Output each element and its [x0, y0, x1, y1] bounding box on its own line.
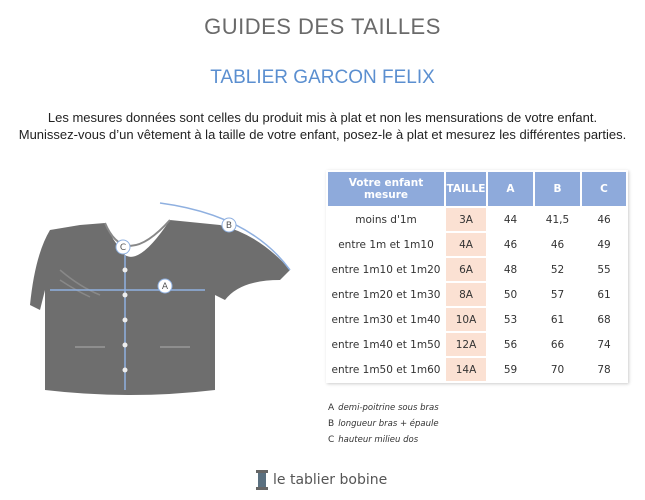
a-cell: 59	[503, 363, 518, 376]
c-cell: 68	[597, 313, 611, 326]
a-cell: 46	[503, 238, 518, 251]
b-cell: 41,5	[545, 213, 570, 226]
jacket-shape	[30, 220, 290, 395]
spool-icon	[256, 470, 268, 490]
measure-line-b	[159, 202, 291, 271]
col-header-height: Votre enfant mesure	[328, 172, 444, 206]
height-cell: entre 1m30 et 1m40	[331, 313, 441, 326]
b-cell: 46	[550, 238, 565, 251]
size-table: Votre enfant mesure TAILLE A B C moins d…	[326, 170, 628, 383]
brand-name: le tablier bobine	[273, 472, 388, 488]
c-cell: 55	[597, 263, 611, 276]
table-row: entre 1m20 et 1m30 8A 50 57 61	[328, 283, 626, 306]
c-cell: 78	[597, 363, 611, 376]
height-cell: entre 1m et 1m10	[338, 238, 434, 251]
c-cell: 61	[597, 288, 611, 301]
a-cell: 53	[503, 313, 518, 326]
label-b: B	[226, 221, 232, 231]
taille-cell: 4A	[446, 233, 486, 256]
jacket-diagram: A B C	[30, 202, 291, 395]
taille-cell: 6A	[446, 258, 486, 281]
height-cell: entre 1m40 et 1m50	[331, 338, 441, 351]
col-header-taille: TAILLE	[446, 172, 486, 206]
col-header-b: B	[535, 172, 580, 206]
table-row: entre 1m40 et 1m50 12A 56 66 74	[328, 333, 626, 356]
a-cell: 48	[503, 263, 518, 276]
b-cell: 70	[550, 363, 565, 376]
label-c: C	[120, 243, 126, 253]
brand-logo: le tablier bobine	[255, 470, 387, 490]
taille-cell: 8A	[446, 283, 486, 306]
table-row: entre 1m et 1m10 4A 46 46 49	[328, 233, 626, 256]
taille-cell: 14A	[446, 358, 486, 381]
product-title: TABLIER GARCON FELIX	[210, 67, 435, 88]
taille-cell: 3A	[446, 208, 486, 231]
taille-cell: 12A	[446, 333, 486, 356]
height-cell: moins d'1m	[355, 213, 417, 226]
col-header-c: C	[582, 172, 626, 206]
c-cell: 46	[597, 213, 611, 226]
table-row: entre 1m30 et 1m40 10A 53 61 68	[328, 308, 626, 331]
col-header-a: A	[488, 172, 533, 206]
table-row: entre 1m10 et 1m20 6A 48 52 55	[328, 258, 626, 281]
b-cell: 52	[550, 263, 565, 276]
intro-line-1: Les mesures données sont celles du produ…	[47, 110, 598, 125]
b-cell: 61	[550, 313, 565, 326]
c-cell: 74	[597, 338, 611, 351]
label-a: A	[162, 282, 169, 292]
a-cell: 50	[503, 288, 518, 301]
a-cell: 44	[503, 213, 518, 226]
b-cell: 57	[550, 288, 565, 301]
c-cell: 49	[597, 238, 611, 251]
height-cell: entre 1m20 et 1m30	[331, 288, 441, 301]
taille-cell: 10A	[446, 308, 486, 331]
table-row: entre 1m50 et 1m60 14A 59 70 78	[328, 358, 626, 381]
intro-line-2: Munissez-vous d’un vêtement à la taille …	[18, 127, 627, 142]
height-cell: entre 1m50 et 1m60	[331, 363, 441, 376]
page-title: GUIDES DES TAILLES	[204, 14, 441, 39]
b-cell: 66	[550, 338, 565, 351]
height-cell: entre 1m10 et 1m20	[331, 263, 441, 276]
a-cell: 56	[503, 338, 518, 351]
table-row: moins d'1m 3A 44 41,5 46	[328, 208, 626, 231]
